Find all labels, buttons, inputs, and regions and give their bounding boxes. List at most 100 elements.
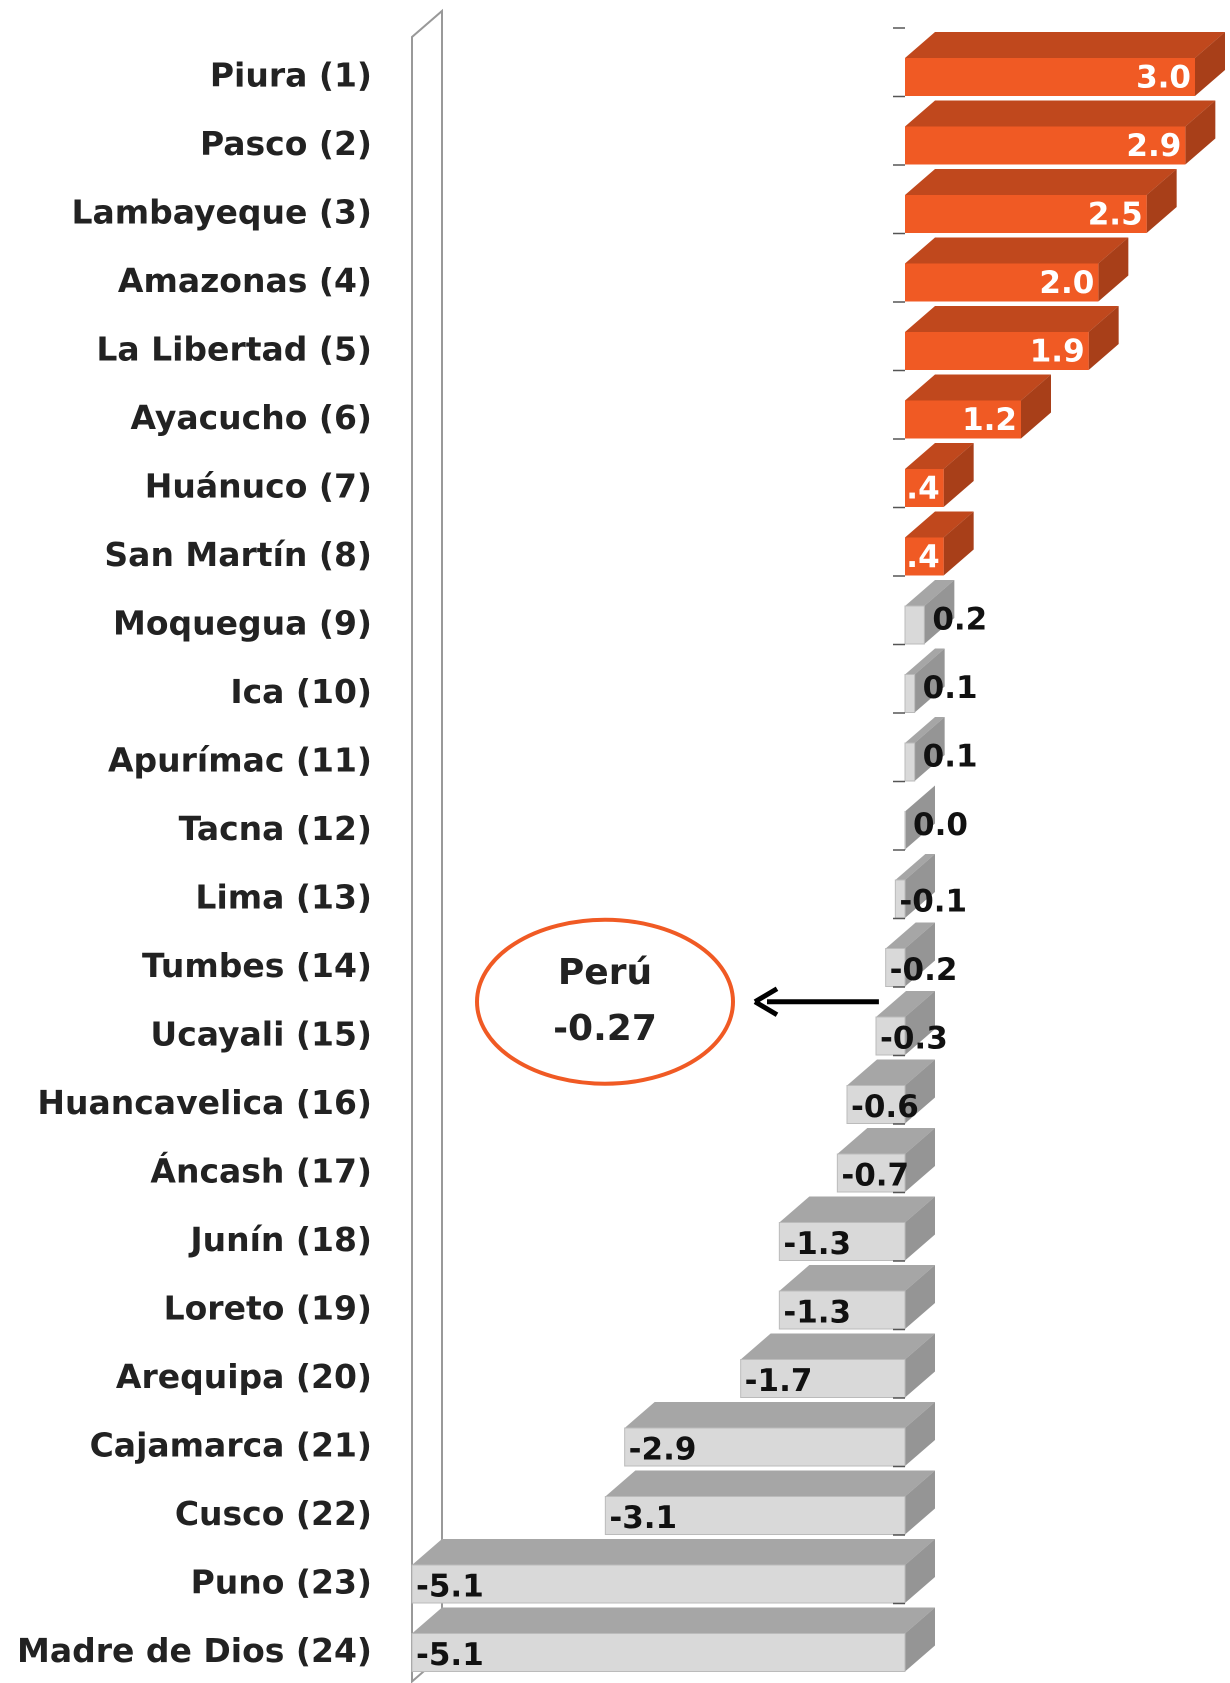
bar-front [905, 263, 1099, 302]
bar-front [905, 400, 1021, 439]
category-label: Tacna (12) [179, 809, 372, 848]
category-label: Ica (10) [230, 672, 372, 711]
category-label: Madre de Dios (24) [17, 1631, 372, 1670]
bar-front [905, 195, 1147, 233]
value-label: 2.0 [1039, 265, 1094, 301]
bar-side [905, 1265, 935, 1329]
category-label: San Martín (8) [104, 535, 372, 574]
bar-top [740, 1333, 935, 1360]
bar [778, 1196, 935, 1261]
bar-side [905, 1470, 935, 1535]
bar-top [412, 1539, 935, 1565]
bar [885, 922, 935, 987]
bar-top [905, 237, 1129, 264]
bar-side [1021, 374, 1051, 439]
annotation-ellipse [475, 917, 735, 1086]
bar-side [924, 580, 955, 644]
category-label: Ayacucho (6) [130, 398, 372, 437]
bar [604, 1470, 935, 1535]
bar-side [1185, 100, 1216, 165]
bar [905, 306, 1119, 370]
category-label: Tumbes (14) [142, 946, 372, 985]
bar-side [943, 443, 974, 507]
category-label: Cajamarca (21) [90, 1426, 372, 1465]
bar-side [905, 1539, 935, 1603]
bar-front [846, 1085, 906, 1124]
bar-top [605, 1470, 935, 1497]
category-label: Moquegua (9) [113, 604, 372, 643]
bar-side [905, 785, 935, 850]
bar-front [778, 1222, 906, 1261]
category-label: Puno (23) [191, 1563, 372, 1602]
bar [846, 1059, 935, 1124]
bar-front [740, 1359, 906, 1398]
bar [904, 717, 945, 782]
value-label: 0.1 [923, 739, 978, 775]
bar-side [914, 717, 945, 781]
bar-side [905, 1333, 935, 1398]
value-label: 2.9 [1126, 128, 1181, 164]
bar [778, 1265, 935, 1330]
bar-front [604, 1496, 906, 1535]
bar [740, 1333, 935, 1398]
value-label: 0.2 [932, 602, 987, 638]
value-label: -1.7 [745, 1363, 813, 1399]
bar-top [847, 1059, 935, 1086]
category-label: Huánuco (7) [145, 467, 372, 506]
value-label: -5.1 [416, 1637, 484, 1673]
bar-front [875, 1016, 906, 1056]
bar-front [904, 605, 925, 645]
arrow-head [753, 986, 779, 1017]
bar-top [779, 1265, 935, 1291]
value-label: -1.3 [783, 1226, 851, 1262]
value-label: 0.4 [885, 471, 940, 507]
bar-front [411, 1633, 906, 1672]
value-label: 0.4 [885, 539, 940, 575]
bar [905, 374, 1051, 439]
bar-front [778, 1290, 906, 1330]
bar-side [943, 511, 974, 576]
value-label: -2.9 [629, 1432, 697, 1468]
category-label: Huancavelica (16) [37, 1083, 372, 1122]
bar [624, 1402, 935, 1467]
annotation-value: -0.27 [553, 1008, 657, 1049]
value-label: 2.5 [1088, 197, 1143, 233]
bar-top [885, 922, 935, 949]
value-label: 0.1 [923, 670, 978, 706]
bar-side [905, 1128, 935, 1192]
bar-side [914, 648, 945, 713]
bar [411, 1539, 935, 1604]
bar [905, 169, 1177, 233]
bar-front [411, 1564, 906, 1604]
bar-top [837, 1128, 935, 1154]
bar [411, 1607, 935, 1672]
bar-front [904, 811, 906, 850]
bar-side [1195, 32, 1225, 96]
bar [904, 580, 955, 645]
bar-top [905, 717, 945, 743]
bar-side [1098, 237, 1129, 302]
bar-front [904, 674, 916, 713]
annotation-label: Perú [558, 952, 652, 993]
category-label: Amazonas (4) [118, 261, 372, 300]
value-label: 1.9 [1030, 334, 1085, 370]
category-label: Cusco (22) [175, 1494, 372, 1533]
bar-side [1146, 169, 1177, 233]
bar-top [905, 374, 1051, 401]
value-label: 1.2 [962, 402, 1017, 438]
category-label: Lambayeque (3) [71, 193, 372, 232]
bar-top [905, 306, 1119, 332]
bar [905, 32, 1225, 96]
bar-side [905, 991, 935, 1055]
value-label: 3.0 [1136, 60, 1191, 96]
value-label: -0.7 [841, 1158, 909, 1194]
bar [904, 785, 935, 850]
bar-top [905, 648, 945, 675]
value-label: 0.0 [913, 807, 968, 843]
bar [836, 1128, 935, 1193]
value-label: -0.2 [890, 952, 958, 988]
category-label: Arequipa (20) [116, 1357, 372, 1396]
bar [905, 237, 1129, 302]
value-label: -0.3 [880, 1021, 948, 1057]
